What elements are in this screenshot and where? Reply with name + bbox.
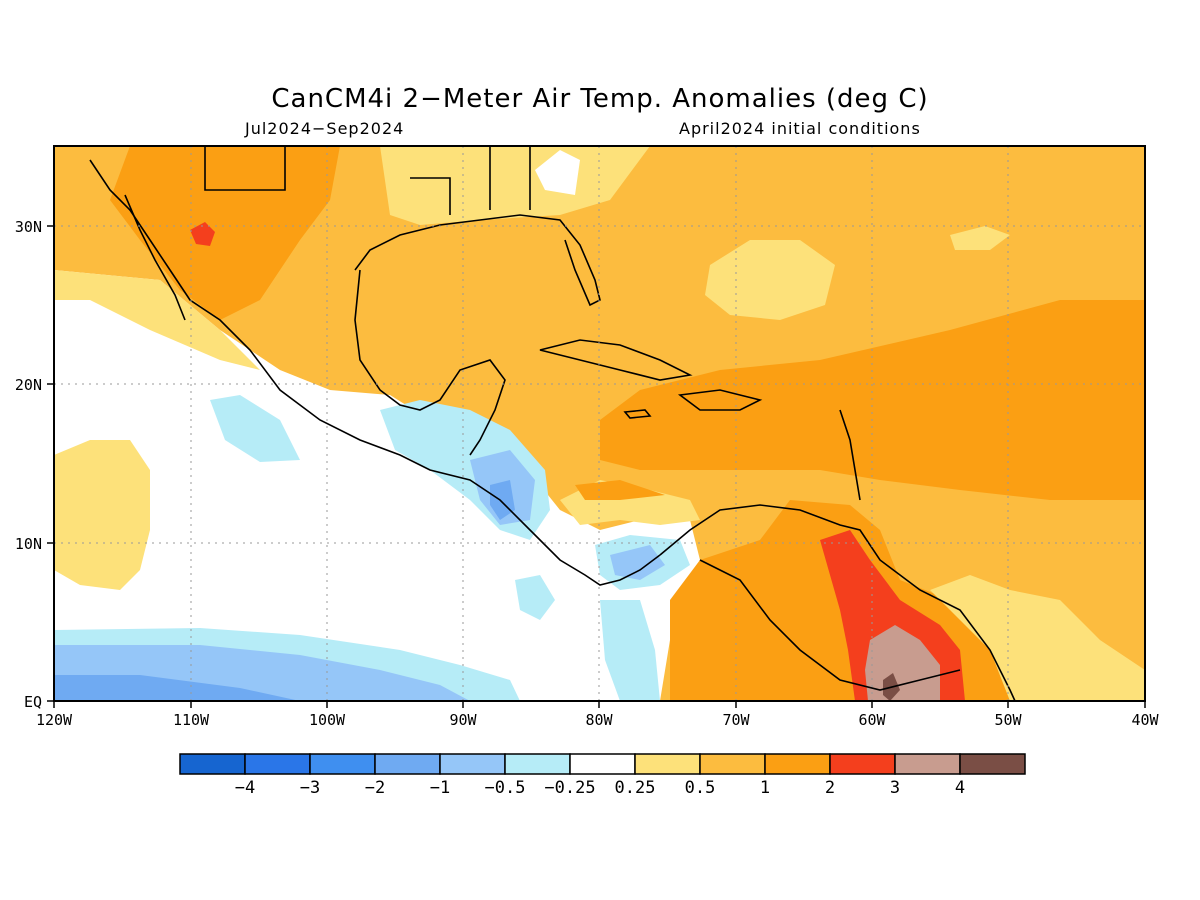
- coastline: [677, 389, 763, 411]
- colorbar-label: 0.25: [615, 778, 656, 798]
- anomaly-field: [54, 146, 1145, 701]
- coastlines: [89, 146, 1016, 701]
- colorbar-swatch: [309, 753, 376, 775]
- colorbar-label: −4: [235, 778, 255, 798]
- colorbar-swatch: [634, 753, 701, 775]
- anomaly-region: [705, 240, 835, 320]
- colorbar-swatch: [959, 753, 1026, 775]
- colorbar-label: 3: [890, 778, 900, 798]
- colorbar-swatch: [894, 753, 961, 775]
- colorbar-swatch: [699, 753, 766, 775]
- coastline: [623, 409, 652, 419]
- colorbar-label: −0.25: [544, 778, 595, 798]
- colorbar-swatch: [829, 753, 896, 775]
- anomaly-region: [950, 226, 1010, 250]
- anomaly-region: [380, 146, 650, 225]
- colorbar-label: −0.5: [485, 778, 526, 798]
- anomaly-region: [54, 440, 150, 590]
- lon-label: 50W: [994, 711, 1022, 729]
- colorbar-label: 2: [825, 778, 835, 798]
- colorbar-label: 1: [760, 778, 770, 798]
- colorbar-label: 0.5: [685, 778, 716, 798]
- coastline: [354, 214, 601, 307]
- state-border: [204, 146, 531, 215]
- colorbar-label: −2: [365, 778, 385, 798]
- lon-label: 40W: [1131, 711, 1159, 729]
- coastline: [89, 159, 661, 586]
- forecast-period: Jul2024−Sep2024: [245, 119, 405, 138]
- lat-label: 30N: [15, 218, 42, 236]
- lon-label: 70W: [722, 711, 750, 729]
- anomaly-region: [54, 675, 300, 701]
- axis-ticks: [47, 225, 1146, 708]
- anomaly-region: [54, 270, 260, 370]
- lon-labels: 120W 110W 100W 90W 80W 70W 60W 50W 40W: [36, 711, 1160, 729]
- colorbar: −4 −3 −2 −1 −0.5 −0.25 0.25 0.5 1 2 3 4: [179, 753, 1026, 798]
- lon-label: 90W: [449, 711, 477, 729]
- coastline: [539, 339, 693, 381]
- colorbar-label: 4: [955, 778, 965, 798]
- colorbar-swatch: [764, 753, 831, 775]
- anomaly-region: [210, 395, 300, 462]
- colorbar-swatch: [244, 753, 311, 775]
- anomaly-region: [600, 600, 660, 701]
- anomaly-region: [535, 150, 580, 195]
- colorbar-swatch: [504, 753, 571, 775]
- anomaly-region: [930, 575, 1145, 701]
- colorbar-label: −1: [430, 778, 450, 798]
- lon-label: 100W: [309, 711, 346, 729]
- lat-label: 10N: [15, 535, 42, 553]
- anomaly-region: [515, 575, 555, 620]
- anomaly-region: [575, 480, 665, 500]
- colorbar-swatch: [569, 753, 636, 775]
- lon-label: 60W: [858, 711, 886, 729]
- anomaly-region: [490, 480, 515, 520]
- coastline: [354, 269, 506, 456]
- anomaly-region: [610, 545, 665, 580]
- colorbar-swatch: [439, 753, 506, 775]
- coastline: [124, 194, 186, 321]
- colorbar-swatch: [374, 753, 441, 775]
- anomaly-region: [190, 222, 215, 246]
- lon-label: 120W: [36, 711, 73, 729]
- graticule: [54, 146, 1145, 701]
- colorbar-swatch: [179, 753, 246, 775]
- lon-label: 80W: [585, 711, 613, 729]
- coastline: [839, 409, 861, 501]
- lat-labels: EQ 10N 20N 30N: [15, 218, 42, 711]
- lat-label: EQ: [24, 693, 42, 711]
- lon-label: 110W: [173, 711, 210, 729]
- initial-conditions: April2024 initial conditions: [679, 119, 921, 138]
- lat-label: 20N: [15, 376, 42, 394]
- figure-title: CanCM4i 2−Meter Air Temp. Anomalies (deg…: [271, 84, 929, 114]
- coastline: [699, 559, 961, 691]
- colorbar-label: −3: [300, 778, 320, 798]
- coastline: [659, 504, 1016, 701]
